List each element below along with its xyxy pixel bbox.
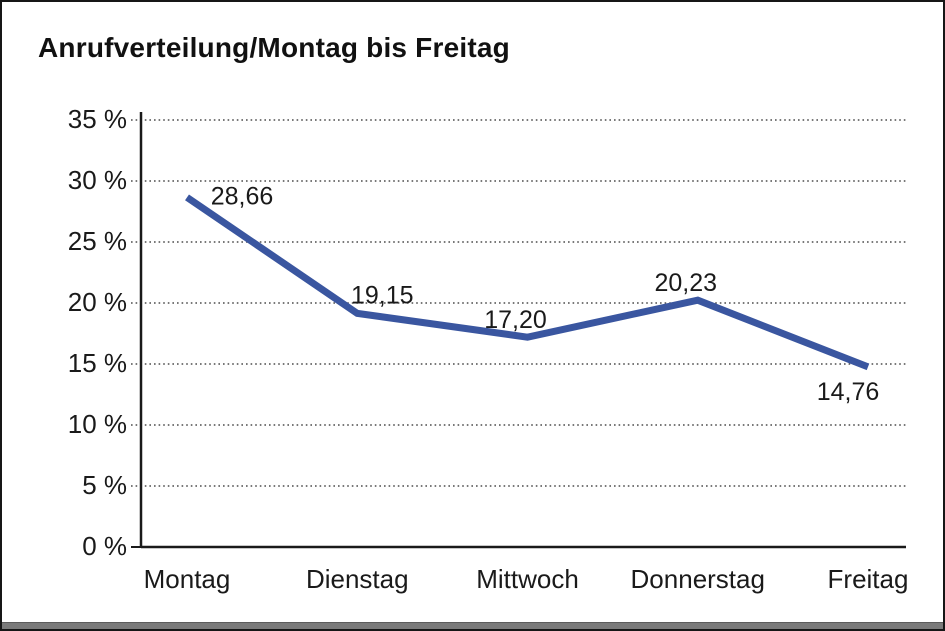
y-tick-label: 5 % bbox=[82, 470, 127, 500]
data-line bbox=[185, 194, 870, 371]
x-category-label: Montag bbox=[144, 564, 231, 594]
x-category-label: Mittwoch bbox=[476, 564, 579, 594]
x-category-label: Donnerstag bbox=[631, 564, 765, 594]
x-category-label: Freitag bbox=[828, 564, 909, 594]
chart-title: Anrufverteilung/Montag bis Freitag bbox=[38, 32, 510, 63]
data-point-label: 19,15 bbox=[351, 281, 414, 309]
y-tick-label: 35 % bbox=[68, 104, 127, 134]
y-tick-label: 10 % bbox=[68, 409, 127, 439]
window-bottom-edge bbox=[2, 622, 943, 629]
data-point-label: 28,66 bbox=[211, 182, 274, 210]
data-point-label: 20,23 bbox=[654, 269, 717, 297]
y-tick-label: 25 % bbox=[68, 226, 127, 256]
y-tick-label: 30 % bbox=[68, 165, 127, 195]
y-tick-label: 0 % bbox=[82, 531, 127, 561]
y-tick-label: 15 % bbox=[68, 348, 127, 378]
data-point-label: 17,20 bbox=[484, 306, 547, 334]
data-point-label: 14,76 bbox=[817, 378, 880, 406]
x-category-label: Dienstag bbox=[306, 564, 409, 594]
y-tick-label: 20 % bbox=[68, 287, 127, 317]
